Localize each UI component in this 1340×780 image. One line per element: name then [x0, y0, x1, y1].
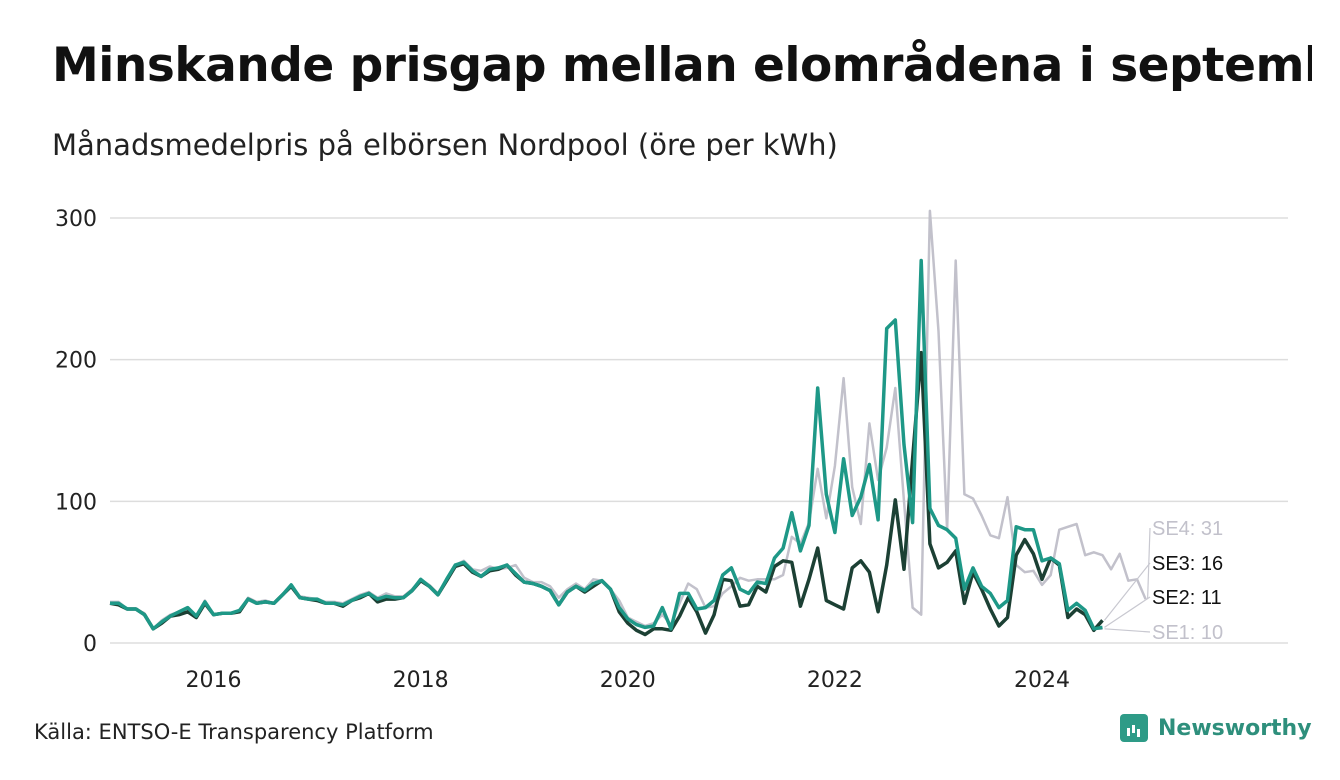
y-tick-label-300: 300 — [55, 207, 97, 232]
end-label-se4: SE4: 31 — [1152, 518, 1223, 540]
x-tick-label-2018: 2018 — [393, 668, 449, 693]
leader-line-se1 — [1104, 628, 1151, 633]
series-line-se2 — [110, 258, 1103, 631]
y-tick-label-0: 0 — [83, 632, 97, 657]
newsworthy-logo-icon — [1120, 714, 1148, 742]
y-tick-label-100: 100 — [55, 490, 97, 515]
leader-line-se4 — [1147, 527, 1151, 600]
brand[interactable]: Newsworthy — [1120, 714, 1312, 742]
source-note: Källa: ENTSO-E Transparency Platform — [34, 720, 434, 744]
end-label-se2: SE2: 11 — [1152, 587, 1222, 609]
x-tick-label-2024: 2024 — [1014, 668, 1070, 693]
x-tick-label-2016: 2016 — [186, 668, 242, 693]
end-label-se3: SE3: 16 — [1152, 553, 1223, 575]
series-line-se3 — [109, 350, 1104, 637]
series-line-se4 — [110, 209, 1147, 631]
x-tick-label-2020: 2020 — [600, 668, 656, 693]
chart-title: Minskande prisgap mellan elområdena i se… — [52, 38, 1312, 93]
brand-name: Newsworthy — [1158, 715, 1312, 741]
chart-subtitle: Månadsmedelpris på elbörsen Nordpool (ör… — [52, 128, 838, 162]
end-label-se1: SE1: 10 — [1152, 622, 1223, 644]
leader-line-se2 — [1104, 596, 1151, 628]
x-tick-label-2022: 2022 — [807, 668, 863, 693]
y-tick-label-200: 200 — [55, 349, 97, 374]
leader-line-se3 — [1103, 562, 1151, 621]
